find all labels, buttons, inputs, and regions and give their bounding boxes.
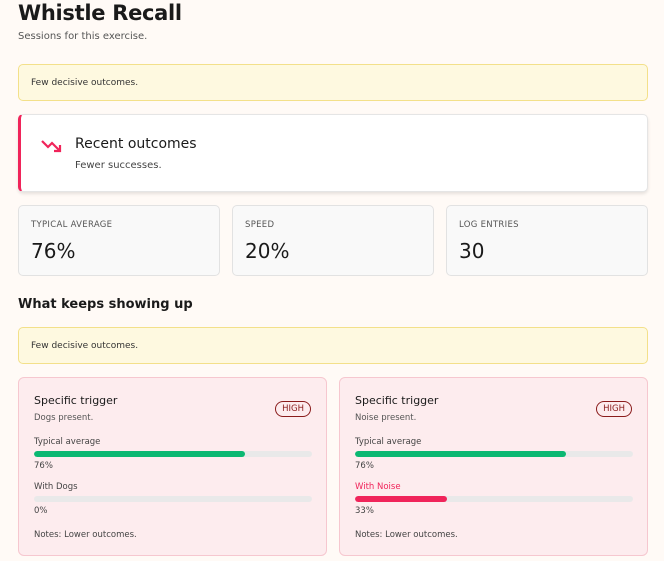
card-description: Noise present. [355, 413, 417, 423]
trigger-card: Specific trigger Dogs present. HIGH Typi… [18, 377, 327, 556]
card-notes: Notes: Lower outcomes. [355, 530, 458, 540]
section-title: What keeps showing up [18, 297, 193, 312]
stat-label: LOG ENTRIES [459, 220, 519, 230]
bar-value: 76% [355, 461, 374, 471]
stat-value: 20% [245, 239, 290, 263]
progress-bar [34, 496, 312, 502]
card-title: Specific trigger [355, 394, 439, 407]
recent-title: Recent outcomes [75, 136, 197, 152]
bar-value: 76% [34, 461, 53, 471]
card-description: Dogs present. [34, 413, 94, 423]
trigger-card: Specific trigger Noise present. HIGH Typ… [339, 377, 648, 556]
bar-label: Typical average [355, 437, 422, 447]
recent-outcomes-card: Recent outcomes Fewer successes. [18, 114, 648, 192]
stat-speed: SPEED 20% [232, 205, 434, 276]
progress-fill [34, 451, 246, 457]
progress-fill [355, 496, 447, 502]
page-title: Whistle Recall [18, 1, 182, 25]
bar-value: 33% [355, 506, 374, 516]
progress-bar [355, 451, 633, 457]
progress-fill [355, 451, 567, 457]
bar-label: With Dogs [34, 482, 78, 492]
bar-label: Typical average [34, 437, 101, 447]
stat-log-entries: LOG ENTRIES 30 [446, 205, 648, 276]
stat-label: SPEED [245, 220, 275, 230]
severity-badge: HIGH [275, 401, 311, 417]
stat-typical-average: TYPICAL AVERAGE 76% [18, 205, 220, 276]
stat-value: 30 [459, 239, 485, 263]
info-banner: Few decisive outcomes. [18, 64, 648, 101]
bar-label: With Noise [355, 482, 401, 492]
recent-description: Fewer successes. [75, 160, 162, 171]
severity-badge: HIGH [596, 401, 632, 417]
stat-value: 76% [31, 239, 76, 263]
stat-label: TYPICAL AVERAGE [31, 220, 113, 230]
section-banner: Few decisive outcomes. [18, 327, 648, 364]
progress-bar [34, 451, 312, 457]
card-title: Specific trigger [34, 394, 118, 407]
card-notes: Notes: Lower outcomes. [34, 530, 137, 540]
trending-down-icon [41, 140, 62, 153]
bar-value: 0% [34, 506, 48, 516]
progress-bar [355, 496, 633, 502]
page-subtitle: Sessions for this exercise. [18, 31, 148, 42]
